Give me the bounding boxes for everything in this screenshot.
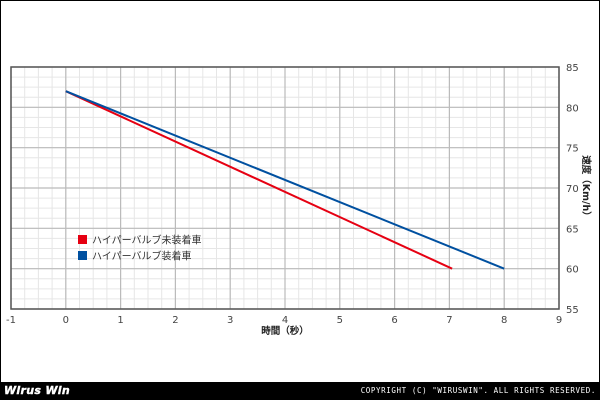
x-tick-label: 6 — [391, 315, 397, 326]
x-axis-label: 時間（秒） — [261, 325, 309, 337]
chart-frame — [0, 0, 600, 383]
data-series — [65, 90, 505, 270]
y-tick-label: 60 — [566, 265, 579, 276]
x-tick-label: 9 — [556, 315, 562, 326]
y-tick-label: 65 — [566, 224, 579, 235]
line-chart: -1 0 1 2 3 4 5 6 7 8 9 55 60 65 70 75 80 85 時間（秒） 速度（Km/… — [6, 63, 592, 337]
x-tick-label: 5 — [337, 315, 343, 326]
plot-border — [10, 66, 560, 310]
x-tick-label: 4 — [282, 315, 288, 326]
x-axis-ticks: -1 0 1 2 3 4 5 6 7 8 9 — [6, 315, 562, 326]
legend: ハイパーバルブ未装着車 ハイパーバルブ装着車 — [78, 234, 202, 263]
brand-logo: Wirus Win — [4, 384, 70, 397]
x-tick-label: 3 — [227, 315, 233, 326]
y-axis-ticks: 55 60 65 70 75 80 85 — [566, 63, 579, 316]
y-tick-label: 85 — [566, 63, 579, 74]
x-tick-label: -1 — [6, 315, 16, 326]
y-tick-label: 70 — [566, 184, 579, 195]
legend-label-with-valve: ハイパーバルブ装着車 — [92, 250, 192, 263]
x-tick-label: 1 — [117, 315, 123, 326]
x-tick-label: 8 — [501, 315, 507, 326]
footer-bar: Wirus Win COPYRIGHT (C) "WIRUSWIN". ALL … — [0, 382, 600, 400]
series-line-1 — [65, 90, 505, 270]
legend-label-without-valve: ハイパーバルブ未装着車 — [92, 234, 202, 247]
x-tick-label: 7 — [446, 315, 452, 326]
x-tick-label: 0 — [63, 315, 69, 326]
y-tick-label: 80 — [566, 103, 579, 114]
y-tick-label: 75 — [566, 144, 579, 155]
y-tick-label: 55 — [566, 305, 579, 316]
x-tick-label: 2 — [172, 315, 178, 326]
legend-swatch-blue — [78, 251, 87, 260]
copyright-text: COPYRIGHT (C) "WIRUSWIN". ALL RIGHTS RES… — [360, 386, 596, 395]
series-line-0 — [65, 90, 453, 270]
legend-swatch-red — [78, 235, 87, 244]
y-axis-label: 速度（Km/h） — [580, 155, 592, 221]
